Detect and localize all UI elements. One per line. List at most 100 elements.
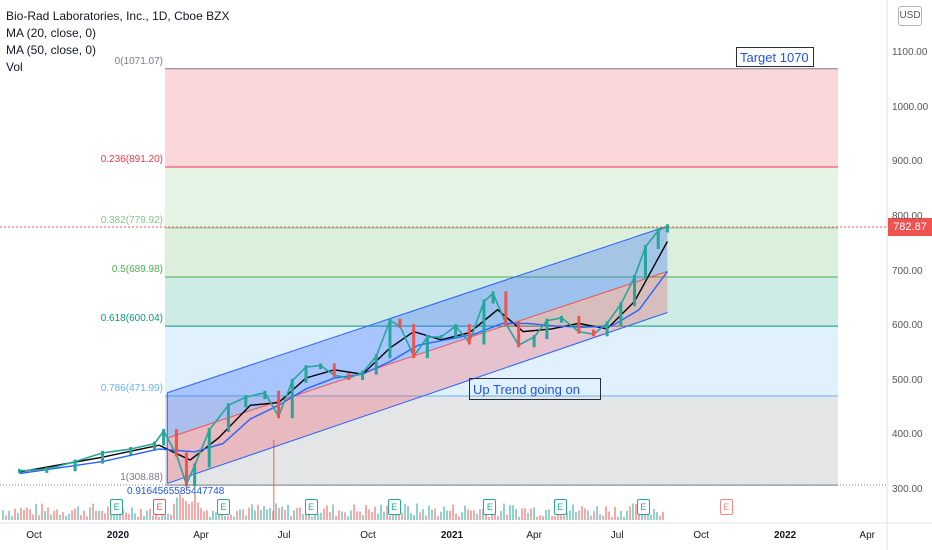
volume-bar xyxy=(59,514,61,520)
volume-bar xyxy=(512,505,514,520)
volume-bar xyxy=(377,513,379,520)
price-candle xyxy=(577,315,581,334)
volume-bar xyxy=(32,514,34,520)
price-candle xyxy=(656,228,660,249)
trend-annotation[interactable]: Up Trend going on xyxy=(469,378,601,400)
volume-bar xyxy=(599,514,601,520)
volume-bar xyxy=(35,503,37,520)
volume-bar xyxy=(470,510,472,520)
volume-bar xyxy=(536,516,538,520)
ma-line-1 xyxy=(19,271,668,475)
volume-bar xyxy=(368,509,370,520)
earnings-event-icon[interactable]: E xyxy=(304,499,318,515)
volume-bar xyxy=(371,512,373,520)
earnings-event-icon[interactable]: E xyxy=(483,499,497,515)
price-candle xyxy=(153,441,157,452)
volume-bar xyxy=(293,510,295,520)
earnings-event-icon[interactable]: E xyxy=(153,499,167,515)
volume-bar xyxy=(449,510,451,520)
volume-bar xyxy=(410,513,412,520)
volume-bar xyxy=(122,509,124,520)
x-tick-label: Jul xyxy=(277,530,291,541)
price-candle xyxy=(605,321,609,337)
earnings-event-icon[interactable]: E xyxy=(387,499,401,515)
earnings-event-icon[interactable]: E xyxy=(110,499,124,515)
volume-bar xyxy=(389,515,391,520)
x-tick-label: Oct xyxy=(693,530,709,541)
volume-bar xyxy=(305,512,307,520)
currency-badge[interactable]: USD xyxy=(898,6,922,26)
indicator-ma20[interactable]: MA (20, close, 0) xyxy=(6,26,97,40)
volume-bar xyxy=(296,507,298,520)
indicator-volume[interactable]: Vol xyxy=(6,60,23,74)
price-candle xyxy=(162,429,166,446)
fib-label-1: 1(308.88) xyxy=(120,472,163,484)
volume-bar xyxy=(446,510,448,520)
volume-bar xyxy=(47,507,49,520)
price-candle xyxy=(491,291,495,304)
volume-bar xyxy=(365,505,367,520)
volume-bar xyxy=(533,507,535,520)
y-tick-label: 300.00 xyxy=(892,484,923,495)
price-candle xyxy=(439,335,443,340)
price-candle xyxy=(643,244,647,279)
volume-bar xyxy=(287,504,289,520)
volume-bar xyxy=(14,508,16,520)
price-candle xyxy=(129,447,133,455)
earnings-event-icon[interactable]: E xyxy=(553,499,567,515)
volume-bar xyxy=(158,516,160,520)
volume-bar xyxy=(50,514,52,520)
symbol-title[interactable]: Bio-Rad Laboratories, Inc., 1D, Cboe BZX xyxy=(6,9,230,23)
volume-bar xyxy=(20,507,22,520)
earnings-event-icon[interactable]: E xyxy=(216,499,230,515)
volume-bar xyxy=(236,510,238,520)
volume-bar xyxy=(563,515,565,520)
volume-bar xyxy=(173,503,175,520)
volume-bar xyxy=(506,514,508,520)
volume-bar xyxy=(359,511,361,520)
volume-bar xyxy=(269,508,271,520)
channel-upper-line xyxy=(167,225,668,394)
fib-zone-0 xyxy=(165,68,838,168)
fib-label-0.236: 0.236(891.20) xyxy=(100,154,163,166)
earnings-event-icon[interactable]: E xyxy=(719,499,733,515)
volume-bar xyxy=(260,510,262,520)
price-candle xyxy=(45,467,49,473)
volume-bar xyxy=(281,506,283,520)
price-candle xyxy=(425,335,429,359)
volume-bar xyxy=(149,508,151,520)
volume-bar xyxy=(266,509,268,520)
fib-zone-3 xyxy=(165,276,838,327)
volume-bar xyxy=(464,505,466,520)
volume-bar xyxy=(515,509,517,520)
volume-bar xyxy=(632,503,634,520)
volume-bar xyxy=(467,509,469,520)
indicator-ma50[interactable]: MA (50, close, 0) xyxy=(6,43,97,57)
volume-bar xyxy=(452,504,454,520)
volume-bar xyxy=(416,503,418,520)
volume-bar xyxy=(257,504,259,520)
volume-bar xyxy=(323,508,325,520)
volume-bar xyxy=(509,505,511,520)
price-candle xyxy=(319,363,323,370)
price-candle xyxy=(207,427,211,468)
y-tick-label: 600.00 xyxy=(892,320,923,332)
target-annotation[interactable]: Target 1070 xyxy=(736,47,814,67)
volume-bar xyxy=(437,515,439,520)
earnings-event-icon[interactable]: E xyxy=(636,499,650,515)
volume-bar xyxy=(479,509,481,520)
volume-bar xyxy=(620,510,622,520)
volume-bar xyxy=(230,514,232,520)
volume-bar xyxy=(140,508,142,520)
volume-bar xyxy=(191,501,193,520)
x-tick-label: Apr xyxy=(526,530,542,541)
volume-bar xyxy=(65,515,67,520)
price-candle xyxy=(100,450,104,464)
price-candle xyxy=(665,224,669,233)
volume-bar xyxy=(497,515,499,520)
price-candle xyxy=(532,335,536,348)
fib-zone-4 xyxy=(165,326,838,397)
volume-bar xyxy=(578,510,580,520)
volume-bar xyxy=(650,514,652,520)
